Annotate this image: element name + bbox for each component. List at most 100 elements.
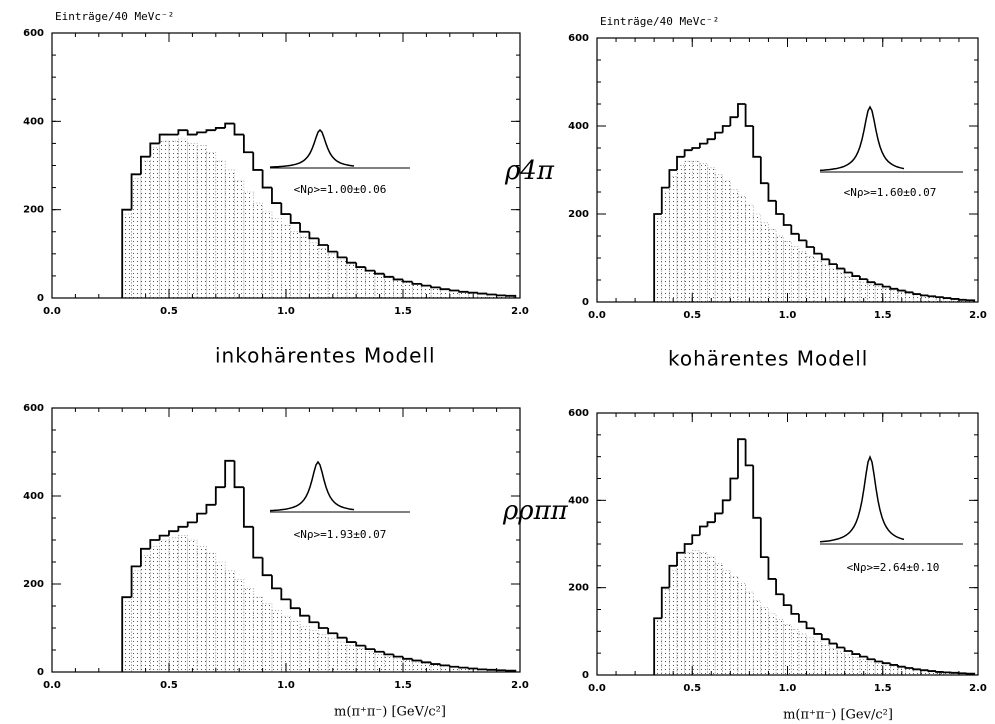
total-bar <box>897 288 906 292</box>
total-bar <box>383 273 394 278</box>
total-bar <box>505 669 517 672</box>
shaded-bar <box>449 666 460 673</box>
total-bar <box>149 142 160 157</box>
total-bar <box>355 642 366 647</box>
total-bar <box>317 238 329 246</box>
total-bar <box>168 530 179 536</box>
shaded-bar <box>867 661 876 676</box>
shaded-bar <box>383 656 394 673</box>
shaded-bar <box>383 277 394 299</box>
total-bar <box>759 517 769 558</box>
total-bar <box>660 586 670 619</box>
total-bar <box>458 666 469 669</box>
total-bar <box>721 499 731 514</box>
total-bar <box>965 299 976 302</box>
shaded-bar <box>187 143 198 299</box>
shaded-bar <box>290 621 301 673</box>
shaded-bar <box>337 641 348 673</box>
total-bar <box>767 183 777 202</box>
total-bar <box>874 659 883 663</box>
shaded-bar <box>187 539 198 673</box>
shaded-bar <box>440 665 451 673</box>
shaded-bar <box>912 294 922 303</box>
shaded-bar <box>669 176 678 303</box>
y-tick-label: 200 <box>23 579 44 590</box>
x-axis-label: m(π⁺π⁻) [GeV/c²] <box>334 705 446 720</box>
shaded-bar <box>669 569 678 676</box>
total-bar <box>714 131 723 140</box>
total-bar <box>467 667 478 670</box>
shaded-bar <box>458 291 469 299</box>
total-bar <box>676 155 685 170</box>
total-bar <box>261 169 272 189</box>
total-bar <box>476 668 488 671</box>
shaded-bar <box>905 669 914 676</box>
total-bar <box>737 103 746 118</box>
shaded-bar <box>691 160 701 303</box>
shaded-bar <box>393 280 404 299</box>
total-bar <box>121 208 132 298</box>
shaded-bar <box>252 202 263 299</box>
total-bar <box>458 290 469 293</box>
shaded-bar <box>699 552 708 676</box>
total-bar <box>327 245 338 253</box>
shaded-bar <box>752 600 762 676</box>
x-tick-label: 2.0 <box>969 310 987 321</box>
total-bar <box>336 633 347 639</box>
shaded-bar <box>140 160 151 299</box>
shaded-bar <box>206 151 217 299</box>
inset-curve <box>819 105 905 172</box>
total-bar <box>858 654 868 658</box>
total-bar <box>364 645 375 651</box>
x-tick-label: 2.0 <box>511 306 529 317</box>
shaded-bar <box>676 558 685 676</box>
total-bar <box>653 617 662 675</box>
total-bar <box>737 438 746 479</box>
x-tick-label: 1.0 <box>277 680 295 691</box>
total-bar <box>214 486 226 505</box>
shaded-bar <box>912 669 922 676</box>
total-bar <box>336 251 347 259</box>
annotation: <Nρ>=1.00±0.06 <box>294 183 387 196</box>
shaded-bar <box>421 663 432 673</box>
total-bar <box>851 650 860 655</box>
y-tick-label: 0 <box>37 667 44 678</box>
shaded-bar <box>355 648 366 673</box>
x-tick-label: 0.5 <box>160 680 178 691</box>
total-bar <box>889 286 898 290</box>
shaded-bar <box>168 140 179 299</box>
shaded-bar <box>760 222 769 303</box>
total-bar <box>392 654 403 658</box>
total-bar <box>242 487 254 528</box>
shaded-bar <box>215 160 226 299</box>
total-bar <box>448 289 460 292</box>
shaded-bar <box>714 174 724 303</box>
shaded-bar <box>714 563 724 676</box>
total-bar <box>706 138 716 144</box>
total-bar <box>866 656 876 661</box>
total-bar <box>798 613 807 623</box>
total-bar <box>224 122 235 128</box>
shaded-bar <box>196 546 207 673</box>
shaded-bar <box>281 224 291 299</box>
total-bar <box>317 622 329 629</box>
shaded-bar <box>149 546 160 673</box>
total-bar <box>411 281 422 285</box>
shaded-bar <box>844 654 853 676</box>
inset-curve <box>269 460 355 512</box>
total-bar <box>813 247 822 255</box>
shaded-bar <box>745 591 754 676</box>
shaded-bar <box>224 570 235 673</box>
shaded-bar <box>684 552 693 676</box>
total-bar <box>942 297 952 299</box>
total-bar <box>904 290 914 294</box>
total-bar <box>767 557 777 580</box>
x-tick-label: 0.0 <box>43 306 61 317</box>
shaded-bar <box>477 669 488 673</box>
x-tick-label: 0.0 <box>43 680 61 691</box>
shaded-bar <box>290 231 301 299</box>
shaded-bar <box>699 163 708 303</box>
shaded-bar <box>806 637 815 676</box>
annotation: <Nρ>=1.93±0.07 <box>294 528 387 541</box>
